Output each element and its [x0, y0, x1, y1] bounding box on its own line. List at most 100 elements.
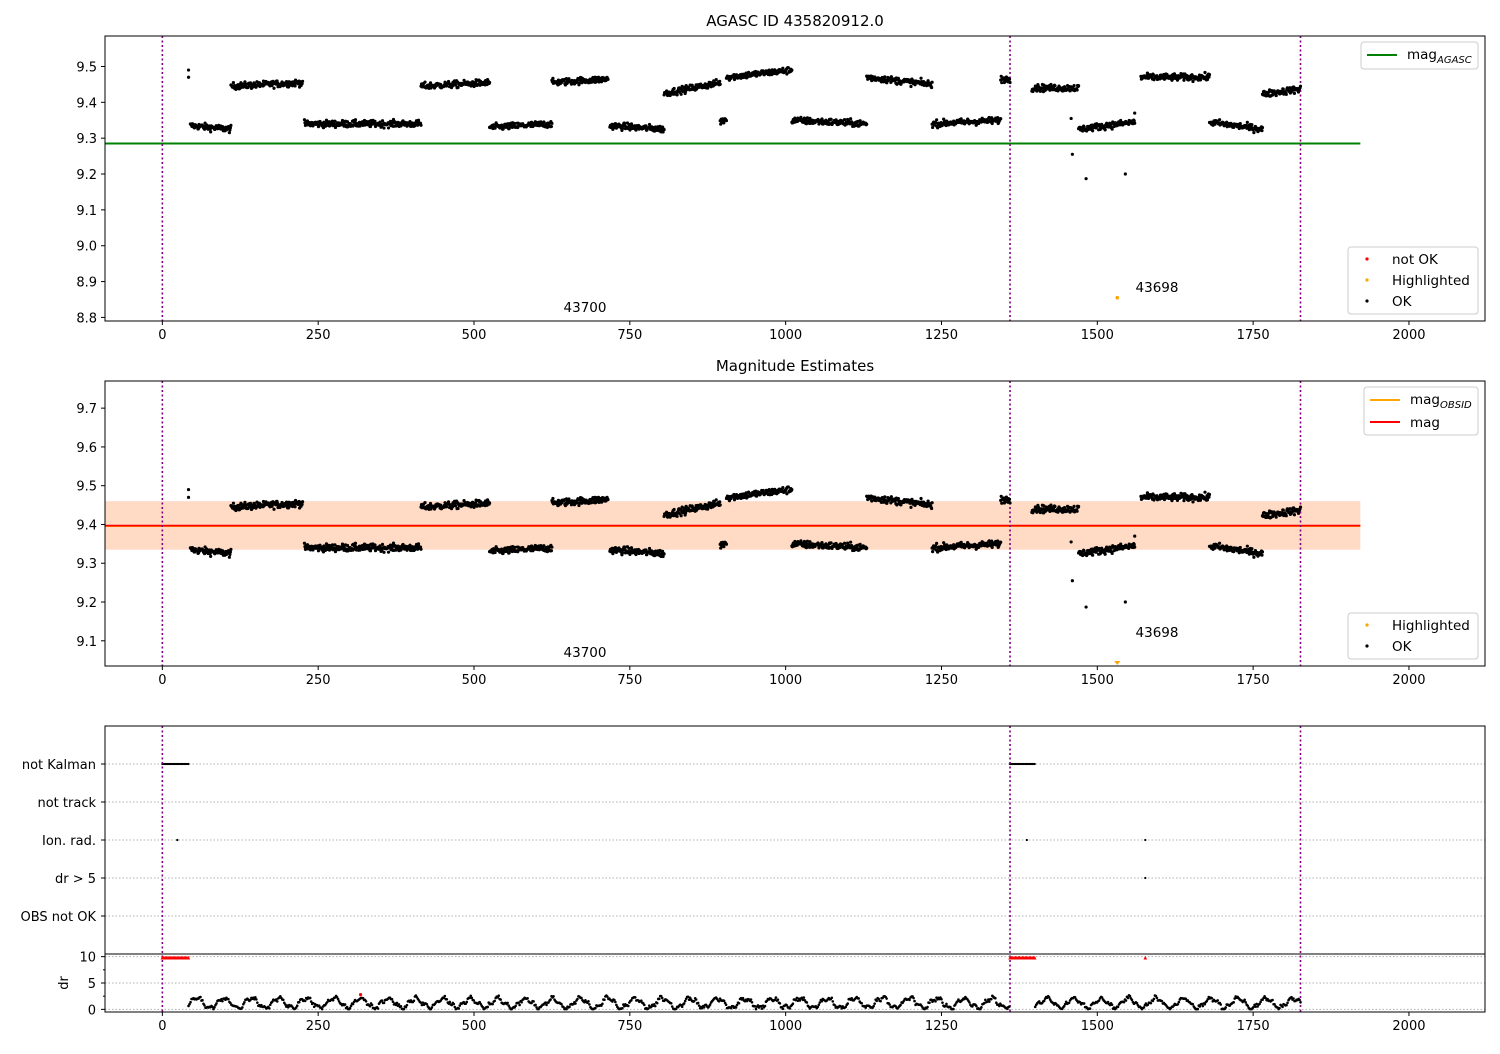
flag-marker [187, 763, 189, 765]
dr-point [298, 1001, 301, 1004]
y-tick-label: 9.2 [76, 168, 97, 183]
data-point-ok [423, 81, 426, 84]
data-point-ok [931, 126, 934, 129]
dr-point [391, 998, 394, 1001]
dr-point [549, 998, 552, 1001]
x-tick-label: 1500 [1081, 328, 1114, 343]
legend-label-highlighted: Highlighted [1392, 618, 1470, 634]
data-point-ok [1285, 93, 1288, 96]
dr-point [241, 1006, 244, 1009]
dr-point [383, 1002, 386, 1005]
data-point-ok [1124, 600, 1127, 603]
y-tick-label: 9.7 [76, 402, 97, 417]
data-point-ok [232, 81, 235, 84]
data-point-ok [663, 128, 666, 131]
data-point-ok [373, 543, 376, 546]
dr-point [497, 994, 500, 997]
data-point-ok [1250, 547, 1253, 550]
dr-point [365, 1000, 368, 1003]
legend-label-ok: OK [1392, 639, 1413, 655]
legend-marker-highlighted [1365, 623, 1368, 626]
data-point-ok [1203, 491, 1206, 494]
data-point-ok [676, 515, 679, 518]
obsid-label: 43700 [564, 645, 607, 661]
data-point-ok [1275, 516, 1278, 519]
y-tick-label: 9.2 [76, 596, 97, 611]
dr-point [587, 1000, 590, 1003]
data-point-ok [829, 541, 832, 544]
data-point-ok [931, 501, 934, 504]
legend-marker-highlighted [1365, 278, 1368, 281]
data-point-ok [417, 542, 420, 545]
dr-point [296, 1004, 299, 1007]
x-tick-label: 2000 [1392, 673, 1425, 688]
data-point-ok [243, 501, 246, 504]
data-point-ok [419, 548, 422, 551]
dr-point [634, 996, 637, 999]
data-point-ok [621, 551, 624, 554]
x-tick-label: 1250 [925, 673, 958, 688]
panel2-obsid-labels: 43700 43698 [564, 625, 1179, 661]
panel1-obsid-labels: 43700 43698 [564, 280, 1179, 316]
data-point-ok [999, 541, 1002, 544]
data-point-ok [719, 83, 722, 86]
dr-point [518, 1004, 521, 1007]
dr-point [304, 1000, 307, 1003]
data-point-ok [229, 548, 232, 551]
y-tick-label: 9.5 [76, 60, 97, 75]
data-point-ok [1218, 118, 1221, 121]
data-point-ok [1104, 128, 1107, 131]
data-point-ok [1077, 84, 1080, 87]
data-point-ok [301, 80, 304, 83]
data-point-ok [228, 556, 231, 559]
data-point-ok [1275, 94, 1278, 97]
data-point-ok [1250, 123, 1253, 126]
dr-point [532, 1000, 535, 1003]
data-point-ok [680, 93, 683, 96]
dr-point [413, 999, 416, 1002]
data-point-ok [790, 68, 793, 71]
dr-point [560, 1003, 563, 1006]
data-point-ok [1299, 505, 1302, 508]
panel2-plot-area [105, 381, 1360, 666]
y-tick-label: 9.1 [76, 635, 97, 650]
dr-point [658, 998, 661, 1001]
data-point-ok [1261, 550, 1264, 553]
dr-point [398, 1003, 401, 1006]
y-tick-label: 9.4 [76, 96, 97, 111]
data-point-ok [718, 80, 721, 83]
dr-point [321, 1008, 324, 1011]
data-point-ok [187, 76, 190, 79]
data-point-ok [1091, 554, 1094, 557]
data-point-ok [1293, 513, 1296, 516]
x-tick-label: 2000 [1392, 328, 1425, 343]
panel1-legend-upper: magAGASC [1361, 42, 1478, 69]
data-point-ok [1111, 127, 1114, 130]
data-point-ok [1091, 129, 1094, 132]
dr-point [654, 1005, 657, 1008]
dr-point [506, 1002, 509, 1005]
flag-marker [1144, 839, 1146, 841]
data-point-ok [1056, 511, 1059, 514]
flag-marker [1034, 763, 1036, 765]
x-tick-label: 750 [617, 673, 642, 688]
y-tick-label: 9.3 [76, 557, 97, 572]
data-point-ok [551, 77, 554, 80]
dr-point [526, 997, 529, 1000]
data-point-ok [999, 117, 1002, 120]
panel2-title: Magnitude Estimates [716, 357, 874, 375]
data-point-ok [1246, 545, 1249, 548]
data-point-ok [1008, 501, 1011, 504]
data-point-ok [1075, 510, 1078, 513]
data-point-ok [293, 505, 296, 508]
data-point-ok [849, 117, 852, 120]
y-tick-label: 9.3 [76, 132, 97, 147]
data-point-ok [719, 503, 722, 506]
y-tick-label: 9.5 [76, 480, 97, 495]
dr-point [203, 1004, 206, 1007]
data-point-ok [790, 488, 793, 491]
data-point-ok [1133, 111, 1136, 114]
